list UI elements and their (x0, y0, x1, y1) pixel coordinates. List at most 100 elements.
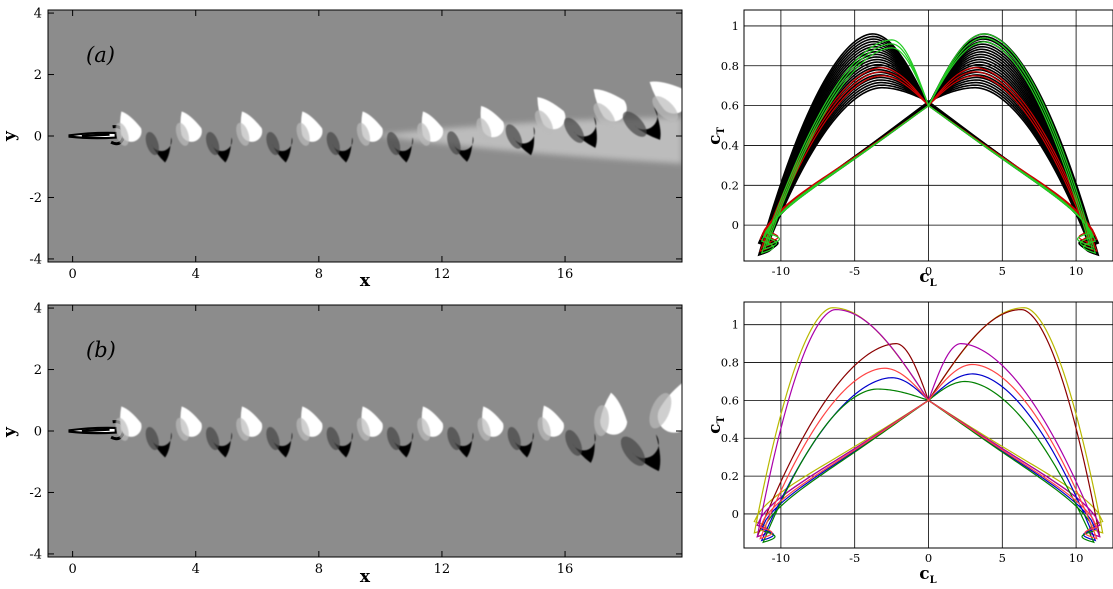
phase-trajectory (927, 343, 1101, 538)
positive-vortex (356, 111, 383, 146)
phase-trajectory (927, 41, 1091, 246)
y-tick-label: 0 (732, 218, 739, 232)
flow-field-a-ylabel: y (0, 130, 20, 142)
positive-vortex (115, 406, 142, 441)
negative-vortex (620, 434, 661, 472)
phase-plot-b-xlabel: cL (919, 564, 936, 586)
phase-plot-b-curves (753, 307, 1104, 544)
x-tick-label: 8 (315, 267, 323, 282)
negative-vortex (145, 426, 172, 458)
x-tick-label: 8 (315, 562, 323, 577)
x-tick-label: -10 (772, 551, 791, 565)
positive-vortex (236, 406, 263, 441)
positive-vortex (534, 97, 566, 136)
phase-trajectory (927, 308, 1101, 538)
positive-vortex (594, 392, 628, 437)
phase-trajectory (756, 343, 930, 538)
positive-vortex (115, 111, 142, 146)
positive-vortex (476, 105, 505, 142)
x-tick-label: 16 (557, 562, 574, 577)
y-tick-label: 0.8 (721, 59, 739, 73)
negative-vortex (266, 131, 293, 163)
negative-vortex (447, 426, 474, 458)
x-tick-label: -10 (772, 264, 791, 278)
phase-trajectory (753, 307, 930, 534)
negative-vortex (145, 131, 172, 163)
positive-vortex (649, 382, 682, 433)
phase-trajectory (928, 363, 1098, 540)
y-tick-label: 0.8 (721, 356, 739, 370)
y-tick-label: 0 (732, 507, 739, 521)
y-tick-label: 0.2 (721, 178, 739, 192)
positive-vortex (175, 406, 202, 441)
negative-vortex (326, 131, 353, 163)
x-tick-label: 4 (192, 562, 200, 577)
phase-plot-b-ylabel: cT (705, 416, 727, 434)
phase-trajectory (928, 380, 1095, 544)
positive-vortex (175, 111, 202, 146)
x-tick-label: -5 (849, 264, 860, 278)
flow-field-a-ticks: 0 4 8 12 16 4 2 0 -2 -4 (29, 7, 682, 282)
x-tick-label: 0 (925, 551, 932, 565)
x-tick-label: 0 (68, 267, 76, 282)
phase-plot-a-xlabel: cL (919, 267, 936, 289)
positive-vortex (417, 406, 444, 441)
y-tick-label: 4 (34, 7, 42, 22)
x-tick-label: 0 (68, 562, 76, 577)
y-tick-label: -4 (29, 252, 42, 267)
positive-vortex (356, 406, 383, 441)
negative-vortex (622, 106, 661, 140)
phase-trajectory (762, 388, 929, 544)
y-tick-label: -2 (29, 191, 42, 206)
positive-vortex (236, 111, 263, 146)
x-tick-label: 0 (925, 264, 932, 278)
body-shear-layer (81, 133, 110, 138)
negative-vortex (266, 426, 293, 458)
x-tick-label: 16 (557, 267, 574, 282)
phase-trajectory (928, 75, 1092, 245)
panel-label-b: (b) (86, 338, 116, 362)
positive-vortex (296, 406, 323, 441)
x-tick-label: 4 (192, 267, 200, 282)
vortex-wake-b (68, 382, 682, 472)
negative-vortex (326, 426, 353, 458)
positive-vortex (593, 89, 627, 129)
x-tick-label: 5 (999, 264, 1006, 278)
flow-field-a-xlabel: x (360, 271, 371, 291)
flow-field-b: (b) 0 4 8 12 16 4 2 0 -2 -4 x y (0, 302, 683, 587)
y-tick-label: 0 (34, 130, 42, 145)
phase-plot-b: -10 -5 0 5 10 0 0.2 0.4 0.6 0.8 1 cL cT (705, 301, 1113, 586)
y-tick-label: 2 (34, 363, 42, 378)
phase-plot-a-curves (757, 33, 1100, 257)
negative-vortex (507, 426, 534, 458)
y-tick-label: -2 (29, 486, 42, 501)
phase-trajectory (766, 47, 930, 247)
phase-trajectory (759, 367, 929, 540)
panel-label-a: (a) (86, 43, 115, 67)
positive-vortex (296, 111, 323, 146)
flow-field-b-xlabel: x (360, 567, 371, 587)
x-tick-label: 5 (999, 551, 1006, 565)
y-tick-label: 1 (732, 318, 739, 332)
vortex-wake-a (68, 81, 682, 164)
x-tick-label: 10 (1069, 551, 1084, 565)
flow-field-a: (a) 0 4 8 12 16 4 2 0 -2 -4 x y (0, 7, 683, 291)
positive-vortex (417, 111, 444, 146)
y-tick-label: 0 (34, 425, 42, 440)
negative-vortex (386, 426, 413, 458)
y-tick-label: 0.4 (721, 138, 739, 152)
x-tick-label: -5 (849, 551, 860, 565)
negative-vortex (564, 116, 597, 148)
negative-vortex (386, 131, 413, 163)
phase-plot-a-ylabel: cT (705, 127, 727, 145)
flow-field-b-ylabel: y (0, 426, 20, 438)
y-tick-label: 0.2 (721, 469, 739, 483)
phase-trajectory (928, 373, 1097, 542)
y-tick-label: 4 (34, 302, 42, 317)
x-tick-label: 12 (434, 267, 451, 282)
positive-vortex (537, 405, 564, 441)
x-tick-label: 12 (434, 562, 451, 577)
y-tick-label: 0.6 (721, 393, 739, 407)
negative-vortex (206, 131, 233, 163)
